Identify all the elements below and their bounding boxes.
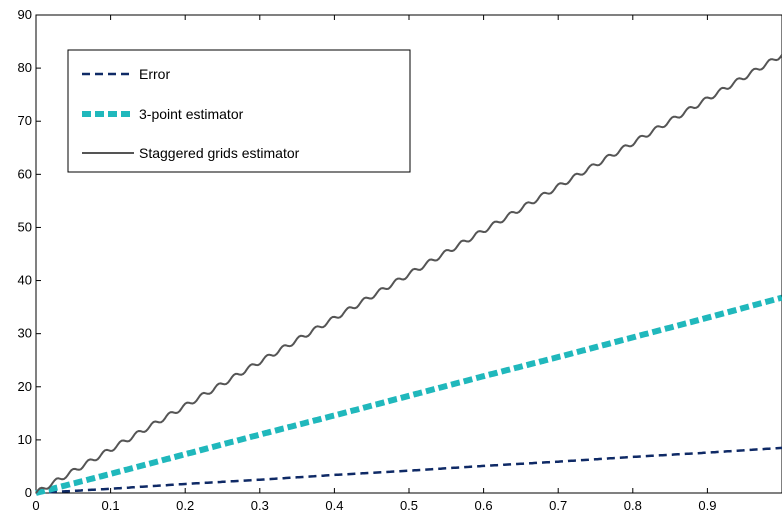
y-tick-label: 40: [18, 273, 32, 288]
legend-label-staggered: Staggered grids estimator: [139, 145, 300, 161]
y-tick-label: 50: [18, 219, 32, 234]
y-tick-label: 30: [18, 326, 32, 341]
x-tick-label: 0.3: [251, 498, 269, 513]
y-tick-label: 0: [25, 485, 32, 500]
legend-label-error: Error: [139, 66, 170, 82]
x-tick-label: 0.4: [325, 498, 343, 513]
y-tick-label: 90: [18, 7, 32, 22]
y-axis: 0 10 20 30 40 50 60 70 80 90: [18, 7, 41, 500]
y-tick-label: 80: [18, 60, 32, 75]
x-tick-label: 0.5: [400, 498, 418, 513]
x-tick-label: 0.7: [549, 498, 567, 513]
x-tick-label: 0.1: [102, 498, 120, 513]
series-3-point-line: [34, 294, 782, 496]
x-tick-label: 0.2: [176, 498, 194, 513]
y-tick-label: 70: [18, 113, 32, 128]
x-axis: 0 0.1 0.2 0.3 0.4 0.5 0.6 0.7 0.8 0.9: [32, 15, 716, 513]
series-layer: [34, 54, 782, 496]
legend-label-3-point: 3-point estimator: [139, 106, 244, 122]
legend: Error 3-point estimator Staggered grids …: [67, 49, 411, 173]
x-tick-label: 0.6: [475, 498, 493, 513]
x-tick-label: 0.8: [624, 498, 642, 513]
series-staggered-line: [35, 54, 782, 494]
x-tick-label: 0: [32, 498, 39, 513]
y-tick-label: 60: [18, 166, 32, 181]
y-tick-label: 10: [18, 432, 32, 447]
y-tick-label: 20: [18, 379, 32, 394]
x-tick-label: 0.9: [698, 498, 716, 513]
series-error-line: [35, 446, 782, 495]
